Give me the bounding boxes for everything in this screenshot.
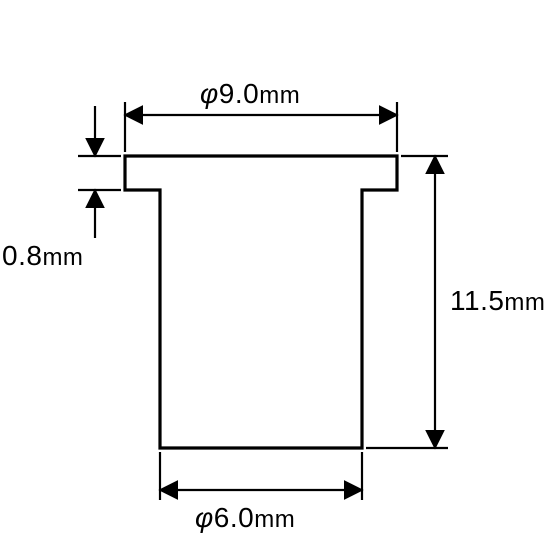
dim-height: [366, 156, 448, 448]
label-top-diameter: φ9.0mm: [200, 78, 300, 110]
value: 9.0: [219, 78, 259, 109]
label-flange-thickness: 0.8mm: [2, 240, 83, 272]
phi-symbol: φ: [195, 502, 214, 533]
phi-symbol: φ: [200, 78, 219, 109]
unit: mm: [259, 82, 300, 109]
dim-flange-thickness: [78, 106, 121, 238]
unit: mm: [42, 244, 83, 271]
dim-bottom-diameter: [160, 452, 362, 500]
part-outline: [125, 156, 397, 448]
value: 11.5: [450, 285, 504, 316]
value: 0.8: [2, 240, 42, 271]
unit: mm: [504, 289, 545, 316]
value: 6.0: [214, 502, 254, 533]
label-bottom-diameter: φ6.0mm: [195, 502, 295, 534]
unit: mm: [254, 506, 295, 533]
label-height: 11.5mm: [450, 285, 545, 317]
